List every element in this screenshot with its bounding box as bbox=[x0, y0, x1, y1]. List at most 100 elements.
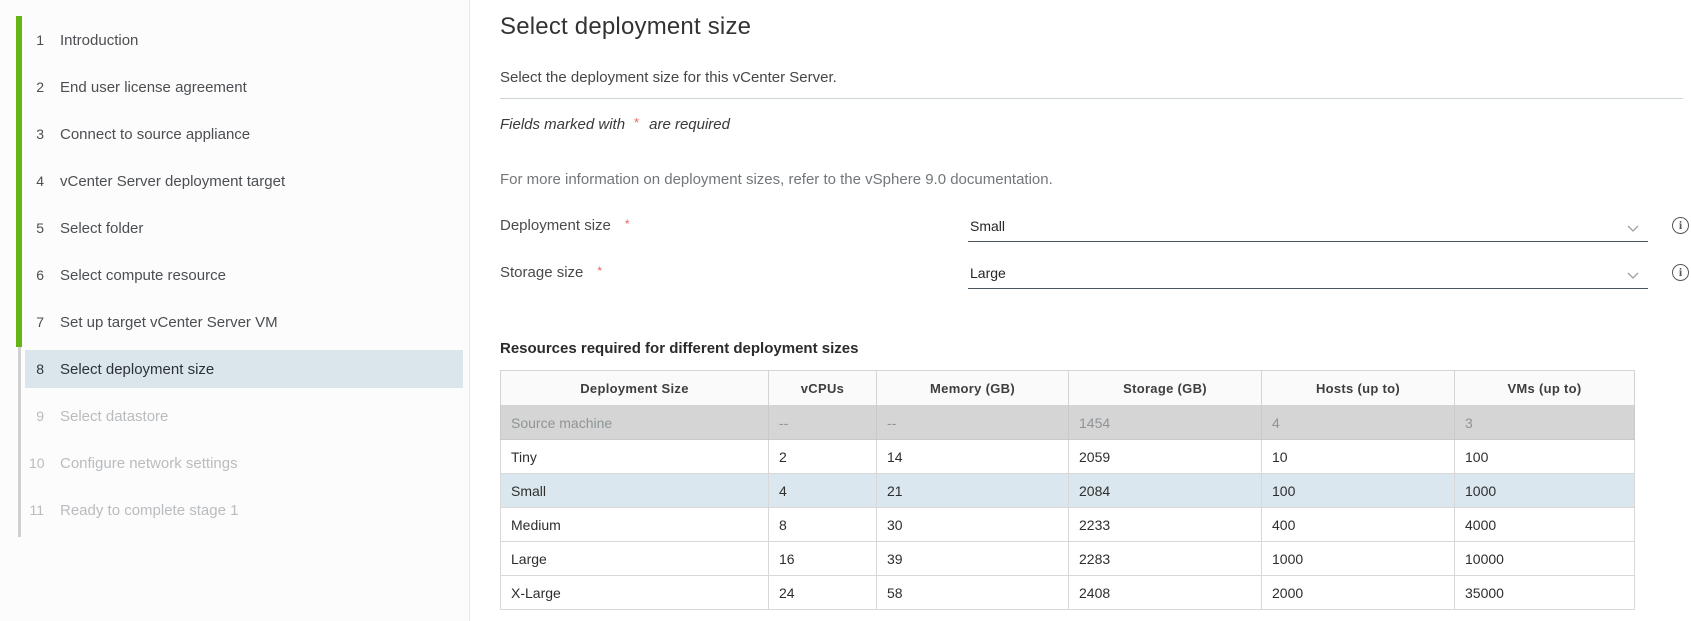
step-label: Introduction bbox=[60, 31, 139, 49]
sidebar-step-2-end-user-license-agreement[interactable]: 2 End user license agreement bbox=[25, 68, 463, 106]
sidebar-step-1-introduction[interactable]: 1 Introduction bbox=[25, 21, 463, 59]
sidebar-step-5-select-folder[interactable]: 5 Select folder bbox=[25, 209, 463, 247]
deployment-size-name-cell: Small bbox=[500, 473, 769, 508]
deployment-size-name-cell: X-Large bbox=[500, 575, 769, 610]
column-header-deployment-size: Deployment Size bbox=[500, 370, 769, 406]
step-label: End user license agreement bbox=[60, 78, 247, 96]
step-number: 8 bbox=[36, 361, 44, 377]
storage-size-label-text: Storage size bbox=[500, 264, 584, 281]
deployment-sizes-info-text: For more information on deployment sizes… bbox=[500, 171, 1053, 188]
wizard-sidebar: 1 Introduction 2 End user license agreement… bbox=[0, 0, 470, 621]
resource-value-cell: 24 bbox=[768, 575, 877, 610]
resource-value-cell: 10000 bbox=[1454, 541, 1635, 576]
resource-value-cell: 100 bbox=[1261, 473, 1455, 508]
resource-value-cell: 39 bbox=[876, 541, 1069, 576]
step-number: 9 bbox=[36, 408, 44, 424]
resource-value-cell: -- bbox=[768, 405, 877, 440]
table-row-tiny: Tiny 2 14 2059 10 100 bbox=[500, 439, 1635, 474]
step-label: Ready to complete stage 1 bbox=[60, 501, 239, 519]
table-row-x-large: X-Large 24 58 2408 2000 35000 bbox=[500, 575, 1635, 610]
step-label: Select folder bbox=[60, 219, 144, 237]
step-number: 7 bbox=[36, 314, 44, 330]
sidebar-step-4-vcenter-server-deployment-target[interactable]: 4 vCenter Server deployment target bbox=[25, 162, 463, 200]
deployment-size-name-cell: Tiny bbox=[500, 439, 769, 474]
sidebar-step-7-set-up-target-vcenter-server-vm[interactable]: 7 Set up target vCenter Server VM bbox=[25, 303, 463, 341]
table-row-source-machine: Source machine -- -- 1454 4 3 bbox=[500, 405, 1635, 440]
step-number: 6 bbox=[36, 267, 44, 283]
resource-value-cell: 2059 bbox=[1068, 439, 1262, 474]
sidebar-step-9-select-datastore: 9 Select datastore bbox=[25, 397, 463, 435]
storage-size-select[interactable]: Large bbox=[968, 265, 1648, 289]
resource-value-cell: 30 bbox=[876, 507, 1069, 542]
step-number: 3 bbox=[36, 126, 44, 142]
page-title: Select deployment size bbox=[500, 13, 752, 40]
column-header-vms-up-to-: VMs (up to) bbox=[1454, 370, 1635, 406]
required-asterisk: * bbox=[597, 264, 603, 278]
page-description: Select the deployment size for this vCen… bbox=[500, 69, 837, 86]
step-label: Set up target vCenter Server VM bbox=[60, 313, 278, 331]
step-label: Configure network settings bbox=[60, 454, 238, 472]
resource-value-cell: 3 bbox=[1454, 405, 1635, 440]
table-row-medium: Medium 8 30 2233 400 4000 bbox=[500, 507, 1635, 542]
progress-rail-remaining bbox=[18, 347, 21, 537]
deployment-size-selected-value: Small bbox=[970, 218, 1006, 234]
column-header-storage-gb-: Storage (GB) bbox=[1068, 370, 1262, 406]
resource-value-cell: 4 bbox=[768, 473, 877, 508]
sidebar-step-8-select-deployment-size[interactable]: 8 Select deployment size bbox=[25, 350, 463, 388]
resource-value-cell: 35000 bbox=[1454, 575, 1635, 610]
chevron-down-icon bbox=[1626, 224, 1640, 233]
deployment-size-name-cell: Medium bbox=[500, 507, 769, 542]
storage-size-field-row: Storage size * Large i bbox=[500, 242, 1690, 289]
main-content: Select deployment size Select the deploy… bbox=[471, 0, 1691, 621]
resource-value-cell: 21 bbox=[876, 473, 1069, 508]
table-header-row: Deployment Size vCPUs Memory (GB) Storage (… bbox=[500, 370, 1635, 406]
resource-value-cell: 1000 bbox=[1454, 473, 1635, 508]
info-icon[interactable]: i bbox=[1672, 217, 1689, 234]
deployment-size-select[interactable]: Small bbox=[968, 218, 1648, 242]
form-fields: Deployment size * Small i Storage size * L… bbox=[500, 195, 1690, 289]
resource-value-cell: 10 bbox=[1261, 439, 1455, 474]
sidebar-step-10-configure-network-settings: 10 Configure network settings bbox=[25, 444, 463, 482]
chevron-down-icon bbox=[1626, 271, 1640, 280]
resource-value-cell: 1454 bbox=[1068, 405, 1262, 440]
deployment-size-label-text: Deployment size bbox=[500, 217, 611, 234]
step-label: Select compute resource bbox=[60, 266, 226, 284]
resource-value-cell: 4000 bbox=[1454, 507, 1635, 542]
sidebar-step-3-connect-to-source-appliance[interactable]: 3 Connect to source appliance bbox=[25, 115, 463, 153]
step-number: 4 bbox=[36, 173, 44, 189]
resources-table-title: Resources required for different deploym… bbox=[500, 340, 859, 357]
resources-table: Deployment Size vCPUs Memory (GB) Storage (… bbox=[500, 370, 1635, 610]
step-label: Select datastore bbox=[60, 407, 169, 425]
resource-value-cell: 2408 bbox=[1068, 575, 1262, 610]
deployment-size-label: Deployment size * bbox=[500, 217, 968, 242]
deployment-size-name-cell: Large bbox=[500, 541, 769, 576]
required-note-suffix: are required bbox=[649, 116, 730, 133]
required-note-prefix: Fields marked with bbox=[500, 116, 626, 133]
resource-value-cell: 1000 bbox=[1261, 541, 1455, 576]
resource-value-cell: 16 bbox=[768, 541, 877, 576]
resource-value-cell: 2 bbox=[768, 439, 877, 474]
resource-value-cell: -- bbox=[876, 405, 1069, 440]
progress-rail-completed bbox=[16, 16, 22, 347]
info-icon[interactable]: i bbox=[1672, 264, 1689, 281]
resource-value-cell: 8 bbox=[768, 507, 877, 542]
step-number: 2 bbox=[36, 79, 44, 95]
sidebar-step-6-select-compute-resource[interactable]: 6 Select compute resource bbox=[25, 256, 463, 294]
column-header-memory-gb-: Memory (GB) bbox=[876, 370, 1069, 406]
required-asterisk: * bbox=[634, 115, 640, 130]
sidebar-step-11-ready-to-complete-stage-1: 11 Ready to complete stage 1 bbox=[25, 491, 463, 529]
resource-value-cell: 100 bbox=[1454, 439, 1635, 474]
table-row-large: Large 16 39 2283 1000 10000 bbox=[500, 541, 1635, 576]
step-number: 10 bbox=[29, 455, 45, 471]
storage-size-label: Storage size * bbox=[500, 264, 968, 289]
step-label: vCenter Server deployment target bbox=[60, 172, 286, 190]
step-number: 5 bbox=[36, 220, 44, 236]
resource-value-cell: 400 bbox=[1261, 507, 1455, 542]
column-header-vcpus: vCPUs bbox=[768, 370, 877, 406]
divider bbox=[500, 98, 1683, 99]
resource-value-cell: 2000 bbox=[1261, 575, 1455, 610]
resource-value-cell: 4 bbox=[1261, 405, 1455, 440]
step-number: 11 bbox=[29, 502, 44, 518]
wizard-step-list: 1 Introduction 2 End user license agreement… bbox=[0, 21, 463, 529]
deployment-size-name-cell: Source machine bbox=[500, 405, 769, 440]
